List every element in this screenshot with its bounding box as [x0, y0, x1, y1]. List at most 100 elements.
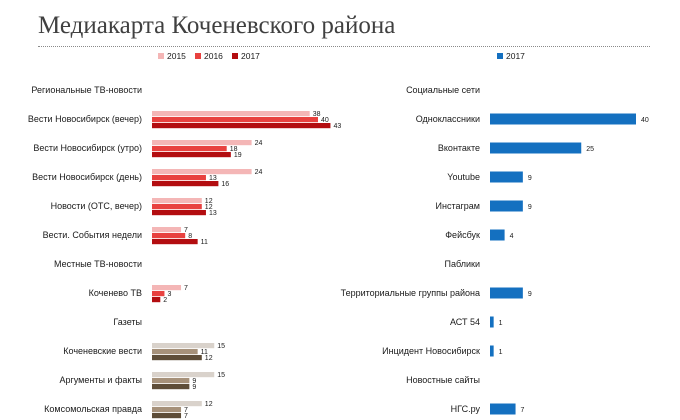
category-label: Инцидент Новосибирск [382, 346, 480, 356]
bar-2015 [152, 111, 310, 117]
bar-2015 [152, 169, 252, 175]
category-label: Одноклассники [416, 114, 480, 124]
section-header: Новостные сайты [406, 375, 480, 385]
bar-2016 [152, 378, 190, 384]
category-label: Территориальные группы района [341, 288, 480, 298]
data-label: 9 [192, 384, 196, 391]
data-label: 7 [184, 413, 188, 420]
legend-label-2017: 2017 [241, 51, 260, 61]
category-label: Вести Новосибирск (утро) [33, 143, 142, 153]
bar-2017 [490, 229, 505, 241]
data-label: 1 [499, 349, 503, 356]
bar-2017 [490, 316, 494, 328]
data-label: 13 [209, 210, 217, 217]
data-label: 18 [230, 146, 238, 153]
bar-2017 [490, 403, 516, 415]
data-label: 15 [217, 343, 225, 350]
bar-2017 [152, 413, 182, 419]
data-label: 7 [184, 285, 188, 292]
bar-2017 [152, 152, 231, 158]
data-label: 15 [217, 372, 225, 379]
bar-2017 [490, 287, 523, 299]
category-label: Фейсбук [445, 230, 480, 240]
bar-2015 [152, 198, 202, 204]
bar-2016 [152, 175, 206, 181]
bar-2015 [152, 401, 202, 407]
data-label: 16 [221, 181, 229, 188]
legend-label-2015: 2015 [167, 51, 186, 61]
category-label: Вести. События недели [43, 230, 142, 240]
bar-2015 [152, 285, 182, 291]
category-label: Вести Новосибирск (день) [32, 172, 142, 182]
bar-2017 [490, 200, 523, 212]
bar-2017 [490, 345, 494, 357]
category-label: НГС.ру [451, 404, 481, 414]
data-label: 3 [167, 291, 171, 298]
bar-2017 [152, 181, 219, 187]
data-label: 12 [205, 401, 213, 408]
legend-swatch-2017 [497, 53, 503, 59]
bar-2017 [152, 384, 190, 390]
data-label: 40 [641, 117, 649, 124]
bar-2016 [152, 233, 186, 239]
data-label: 24 [255, 140, 263, 147]
section-header: Местные ТВ-новости [54, 259, 142, 269]
bar-2017 [152, 355, 202, 361]
data-label: 12 [205, 198, 213, 205]
category-label: Комсомольская правда [44, 404, 142, 414]
data-label: 9 [528, 175, 532, 182]
legend-label-2016: 2016 [204, 51, 223, 61]
data-label: 38 [313, 111, 321, 118]
section-header: Региональные ТВ-новости [31, 85, 142, 95]
data-label: 2 [163, 297, 167, 304]
data-label: 1 [499, 320, 503, 327]
section-header: Газеты [113, 317, 142, 327]
bar-2017 [152, 239, 198, 245]
bar-2016 [152, 407, 182, 413]
category-label: Вконтакте [438, 143, 480, 153]
legend-label-2017: 2017 [506, 51, 525, 61]
bar-2017 [152, 297, 161, 303]
data-label: 24 [255, 169, 263, 176]
data-label: 11 [201, 349, 208, 356]
bar-2016 [152, 117, 318, 123]
data-label: 25 [586, 146, 594, 153]
bar-2017 [152, 123, 331, 129]
category-label: Коченево ТВ [89, 288, 142, 298]
category-label: Коченевские вести [63, 346, 142, 356]
category-label: Youtube [447, 172, 480, 182]
data-label: 7 [184, 227, 188, 234]
section-header: Социальные сети [406, 85, 480, 95]
bar-2016 [152, 291, 165, 297]
bar-2015 [152, 372, 215, 378]
category-label: Инстаграм [436, 201, 480, 211]
bar-2016 [152, 349, 198, 355]
bar-2015 [152, 227, 182, 233]
category-label: Аргументы и факты [59, 375, 142, 385]
category-label: АСТ 54 [450, 317, 480, 327]
data-label: 43 [333, 123, 341, 130]
title-divider [38, 46, 650, 47]
bar-2017 [490, 171, 523, 183]
category-label: Вести Новосибирск (вечер) [28, 114, 142, 124]
data-label: 12 [205, 204, 213, 211]
data-label: 7 [184, 407, 188, 414]
data-label: 9 [528, 291, 532, 298]
bar-2017 [490, 142, 582, 154]
page-title: Медиакарта Коченевского района [38, 12, 396, 39]
legend-swatch-2015 [158, 53, 164, 59]
data-label: 8 [188, 233, 192, 240]
bar-2016 [152, 204, 202, 210]
bar-2015 [152, 140, 252, 146]
data-label: 12 [205, 355, 213, 362]
section-header: Паблики [445, 259, 480, 269]
data-label: 11 [201, 239, 208, 246]
bar-2015 [152, 343, 215, 349]
data-label: 40 [321, 117, 329, 124]
data-label: 9 [528, 204, 532, 211]
legend-swatch-2017 [232, 53, 238, 59]
bar-2016 [152, 146, 227, 152]
category-label: Новости (ОТС, вечер) [51, 201, 142, 211]
data-label: 9 [192, 378, 196, 385]
